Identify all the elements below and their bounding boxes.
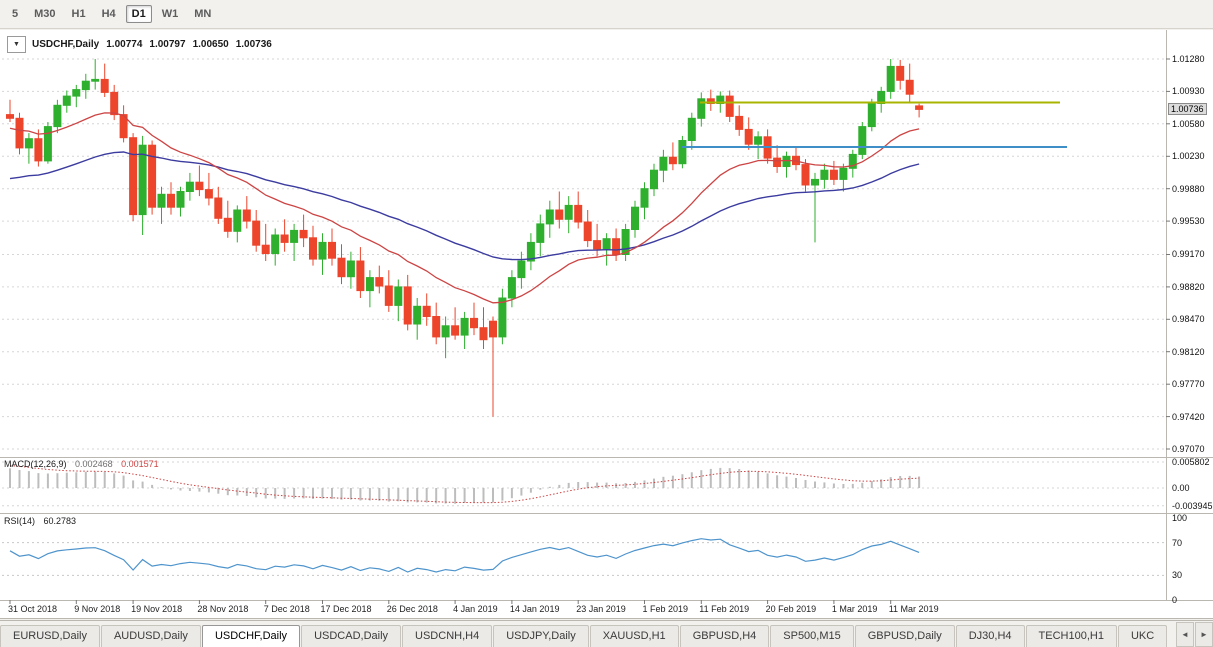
price-axis-label: 1.00930 <box>1172 86 1205 97</box>
axis-ticks <box>9 58 1170 604</box>
macd-signal-value: 0.001571 <box>121 459 159 469</box>
chart-tab-usdcad-daily[interactable]: USDCAD,Daily <box>301 625 402 647</box>
horizontal-trendlines[interactable] <box>682 101 1067 148</box>
chart-tab-usdchf-daily[interactable]: USDCHF,Daily <box>201 625 301 647</box>
time-axis-label: 28 Nov 2018 <box>197 604 249 614</box>
macd-axis-label: -0.003945 <box>1172 500 1213 511</box>
time-axis-label: 14 Jan 2019 <box>509 604 560 614</box>
tab-scroll-controls: ◄ ► <box>1175 622 1213 647</box>
chart-symbol-period: USDCHF,Daily <box>32 39 100 50</box>
macd-indicator-value: 0.002468 <box>75 459 113 469</box>
chart-close-value: 1.00736 <box>235 39 272 50</box>
rsi-axis-label: 0 <box>1172 595 1178 605</box>
timeframe-button-h1[interactable]: H1 <box>71 8 86 20</box>
tab-scroll-left-icon[interactable]: ◄ <box>1176 622 1194 647</box>
rsi-indicator-name: RSI(14) <box>4 516 36 526</box>
rsi-level-lines <box>2 542 1165 576</box>
time-axis-label: 9 Nov 2018 <box>74 604 121 614</box>
time-axis-label: 1 Mar 2019 <box>831 604 878 614</box>
chart-tab-sp500-m15[interactable]: SP500,M15 <box>770 625 854 647</box>
time-axis-label: 4 Jan 2019 <box>453 604 498 614</box>
ma-slow-line <box>9 151 920 261</box>
rsi-pane-label: RSI(14) 60.2783 <box>4 516 76 526</box>
time-axis-label: 7 Dec 2018 <box>263 604 310 614</box>
time-axis-label: 11 Feb 2019 <box>699 604 750 614</box>
current-price-tag: 1.00736 <box>1168 103 1207 116</box>
price-axis-label: 0.99880 <box>1172 183 1205 194</box>
chart-tab-dj30-h4[interactable]: DJ30,H4 <box>955 625 1025 647</box>
price-axis-label: 0.97420 <box>1172 411 1205 422</box>
chart-high-value: 1.00797 <box>149 39 186 50</box>
chart-tab-usdjpy-daily[interactable]: USDJPY,Daily <box>493 625 589 647</box>
time-axis-label: 31 Oct 2018 <box>8 604 58 614</box>
macd-indicator-name: MACD(12,26,9) <box>4 459 67 469</box>
timeframe-button-5[interactable]: 5 <box>12 8 19 20</box>
chart-title: ▼ USDCHF,Daily 1.00774 1.00797 1.00650 1… <box>7 36 272 53</box>
chart-window: ▼ USDCHF,Daily 1.00774 1.00797 1.00650 1… <box>0 30 1213 619</box>
chart-tab-eurusd-daily[interactable]: EURUSD,Daily <box>0 625 100 647</box>
chart-tab-gbpusd-daily[interactable]: GBPUSD,Daily <box>854 625 955 647</box>
timeframe-button-m30[interactable]: M30 <box>34 8 56 20</box>
pane-separators <box>0 30 1213 619</box>
time-axis-label: 1 Feb 2019 <box>642 604 689 614</box>
price-gridlines <box>2 58 1165 450</box>
rsi-indicator-value: 60.2783 <box>43 516 77 526</box>
price-axis-label: 1.01280 <box>1172 54 1205 64</box>
macd-gridlines <box>2 461 1165 507</box>
timeframe-button-mn[interactable]: MN <box>194 8 212 20</box>
macd-axis-label: 0.00 <box>1172 483 1190 493</box>
chart-low-value: 1.00650 <box>192 39 229 50</box>
chart-tab-xauusd-h1[interactable]: XAUUSD,H1 <box>589 625 679 647</box>
time-axis-label: 17 Dec 2018 <box>320 604 372 614</box>
time-axis-label: 26 Dec 2018 <box>386 604 438 614</box>
time-axis-label: 23 Jan 2019 <box>576 604 626 614</box>
rsi-axis-label: 100 <box>1172 513 1188 523</box>
chart-tab-ukc[interactable]: UKC <box>1117 625 1168 647</box>
chart-tab-bar: EURUSD,Daily AUDUSD,Daily USDCHF,Daily USDC… <box>0 620 1213 647</box>
tab-scroll-right-icon[interactable]: ► <box>1195 622 1213 647</box>
time-axis-label: 11 Mar 2019 <box>888 604 939 614</box>
ma-fast-line <box>9 112 920 304</box>
price-axis-label: 1.00580 <box>1172 118 1205 129</box>
chart-tab-tech100-h1[interactable]: TECH100,H1 <box>1025 625 1117 647</box>
timeframe-button-h4[interactable]: H4 <box>101 8 116 20</box>
time-axis-label: 20 Feb 2019 <box>765 604 817 614</box>
price-axis-label: 0.98820 <box>1172 281 1205 292</box>
chart-tab-audusd-daily[interactable]: AUDUSD,Daily <box>100 625 201 647</box>
macd-axis-label: 0.005802 <box>1172 457 1210 467</box>
rsi-axis-label: 70 <box>1172 537 1183 548</box>
timeframe-button-w1[interactable]: W1 <box>161 8 179 20</box>
rsi-line <box>9 538 920 573</box>
timeframe-button-d1[interactable]: D1 <box>125 5 152 23</box>
timeframe-toolbar: 5 M30 H1 H4 D1 W1 MN <box>0 0 1213 29</box>
macd-pane-label: MACD(12,26,9) 0.002468 0.001571 <box>4 459 159 469</box>
price-axis-label: 0.99170 <box>1172 249 1205 260</box>
chart-tab-usdcnh-h4[interactable]: USDCNH,H4 <box>402 625 493 647</box>
rsi-axis-label: 30 <box>1172 570 1183 581</box>
price-axis-label: 1.00230 <box>1172 151 1205 162</box>
chart-tab-gbpusd-h4[interactable]: GBPUSD,H4 <box>679 625 770 647</box>
chart-open-value: 1.00774 <box>106 39 143 50</box>
price-axis-label: 0.98120 <box>1172 346 1205 357</box>
price-axis-label: 0.98470 <box>1172 314 1205 325</box>
candles-layer <box>6 59 924 417</box>
price-axis-label: 0.97770 <box>1172 379 1205 390</box>
chart-dropdown-icon[interactable]: ▼ <box>7 36 26 53</box>
price-axis-label: 0.99530 <box>1172 216 1205 227</box>
price-axis-label: 0.97070 <box>1172 444 1205 454</box>
time-axis-label: 19 Nov 2018 <box>131 604 183 614</box>
price-chart-canvas[interactable] <box>0 30 1213 619</box>
